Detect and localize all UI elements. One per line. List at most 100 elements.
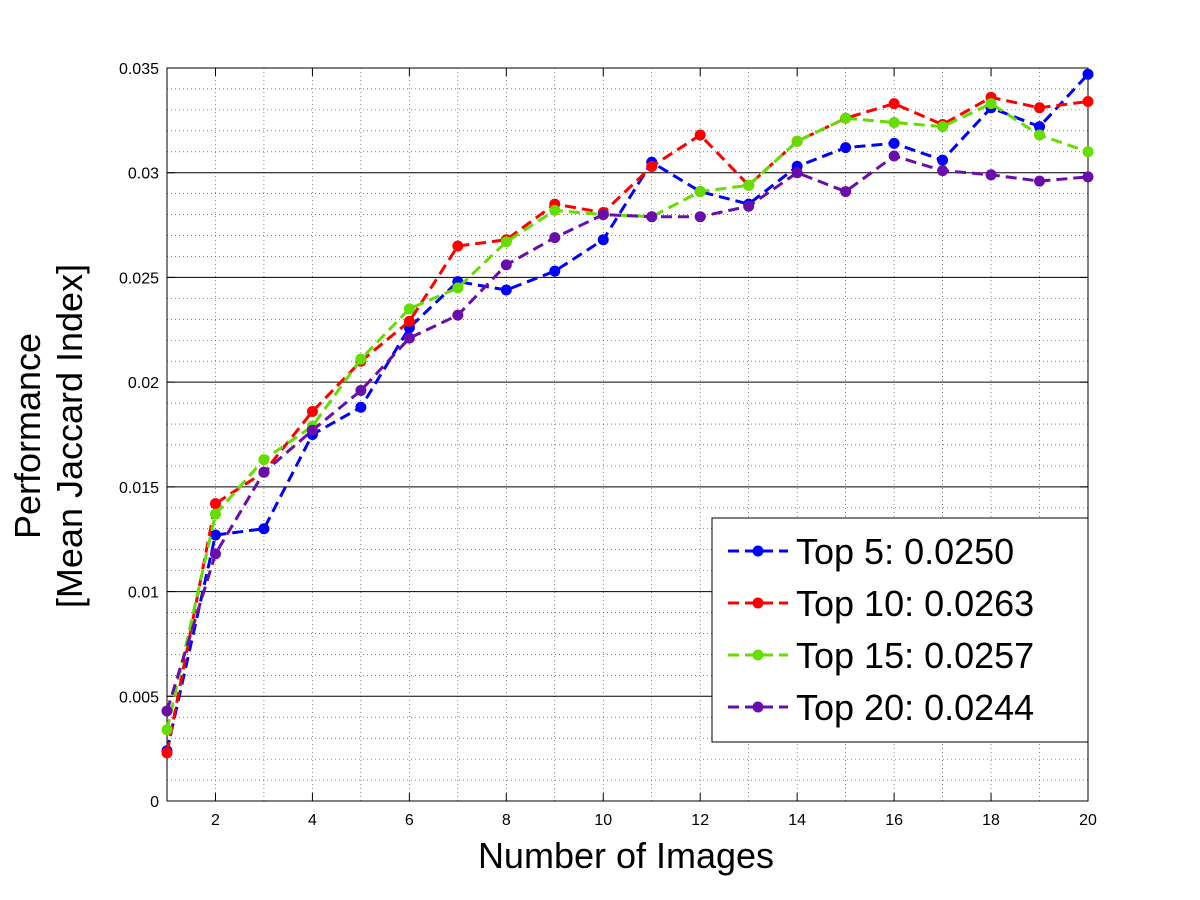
- data-point: [1034, 175, 1046, 187]
- data-point: [1082, 96, 1094, 108]
- data-point: [888, 137, 900, 149]
- data-point: [209, 529, 221, 541]
- data-point: [1082, 171, 1094, 183]
- data-point: [306, 405, 318, 417]
- legend: Top 5: 0.0250 Top 10: 0.0263 Top 15: 0.025…: [711, 517, 1089, 743]
- data-point: [888, 150, 900, 162]
- data-point: [888, 116, 900, 128]
- data-point: [985, 169, 997, 181]
- data-point: [403, 332, 415, 344]
- data-point: [452, 309, 464, 321]
- legend-item-2: Top 10: 0.0263: [728, 583, 1034, 624]
- data-point: [840, 112, 852, 124]
- x-tick-label: 14: [788, 812, 806, 829]
- x-tick-label: 2: [211, 812, 220, 829]
- data-point: [840, 142, 852, 154]
- legend-swatch-marker: [752, 701, 764, 713]
- plot-area: [166, 67, 1089, 802]
- data-point: [403, 303, 415, 315]
- data-point: [161, 705, 173, 717]
- y-tick-label: 0.02: [128, 375, 159, 392]
- legend-box: [711, 517, 1089, 743]
- legend-item-4: Top 20: 0.0244: [728, 687, 1034, 728]
- x-tick-label: 10: [594, 812, 612, 829]
- data-point: [743, 200, 755, 212]
- data-point: [209, 508, 221, 520]
- x-tick-label: 8: [502, 812, 511, 829]
- data-point: [646, 211, 658, 223]
- minor-grid: [167, 68, 1088, 801]
- legend-item-3: Top 15: 0.0257: [728, 635, 1034, 676]
- x-tick-label: 4: [308, 812, 317, 829]
- series-4: [161, 150, 1094, 717]
- data-point: [500, 236, 512, 248]
- data-point: [694, 186, 706, 198]
- data-point: [306, 424, 318, 436]
- data-point: [937, 154, 949, 166]
- data-point: [791, 167, 803, 179]
- data-point: [1082, 146, 1094, 158]
- legend-label: Top 20: 0.0244: [796, 687, 1034, 728]
- y-tick-label: 0.01: [128, 585, 159, 602]
- data-point: [161, 747, 173, 759]
- data-point: [888, 98, 900, 110]
- y-tick-label: 0.035: [119, 61, 159, 78]
- data-point: [694, 129, 706, 141]
- data-point: [500, 259, 512, 271]
- data-point: [937, 121, 949, 133]
- data-point: [355, 353, 367, 365]
- legend-swatch-marker: [752, 597, 764, 609]
- data-point: [646, 160, 658, 172]
- data-point: [258, 523, 270, 535]
- data-point: [549, 204, 561, 216]
- x-tick-labels: 2 4 6 8 10 12 14 16 18 20: [211, 812, 1097, 829]
- data-point: [452, 240, 464, 252]
- y-tick-label: 0.03: [128, 166, 159, 183]
- data-point: [161, 724, 173, 736]
- data-point: [258, 466, 270, 478]
- y-tick-label: 0.015: [119, 480, 159, 497]
- data-point: [1034, 129, 1046, 141]
- legend-swatch-marker: [752, 545, 764, 557]
- x-axis-title: Number of Images: [478, 835, 774, 876]
- series-line: [165, 95, 1089, 754]
- data-point: [549, 265, 561, 277]
- data-point: [840, 186, 852, 198]
- data-point: [937, 165, 949, 177]
- y-tick-label: 0.005: [119, 689, 159, 706]
- data-point: [355, 401, 367, 413]
- legend-label: Top 10: 0.0263: [796, 583, 1034, 624]
- y-tick-label: 0.025: [119, 270, 159, 287]
- x-tick-label: 12: [691, 812, 709, 829]
- series-line: [165, 154, 1089, 712]
- data-point: [743, 179, 755, 191]
- data-point: [209, 548, 221, 560]
- data-point: [1034, 102, 1046, 114]
- legend-label: Top 5: 0.0250: [796, 531, 1014, 572]
- y-axis-title-line1: Performance: [7, 333, 48, 539]
- data-point: [985, 98, 997, 110]
- x-tick-label: 6: [405, 812, 414, 829]
- legend-label: Top 15: 0.0257: [796, 635, 1034, 676]
- data-point: [1082, 68, 1094, 80]
- data-point: [258, 454, 270, 466]
- data-point: [209, 498, 221, 510]
- x-tick-label: 20: [1079, 812, 1097, 829]
- series-layer: [161, 68, 1094, 759]
- legend-item-1: Top 5: 0.0250: [728, 531, 1014, 572]
- data-point: [597, 234, 609, 246]
- data-point: [694, 211, 706, 223]
- legend-swatch-marker: [752, 649, 764, 661]
- data-point: [549, 232, 561, 244]
- data-point: [597, 209, 609, 221]
- x-tick-label: 18: [982, 812, 1000, 829]
- axis-ticks: [167, 67, 1089, 802]
- data-point: [403, 315, 415, 327]
- x-tick-label: 16: [885, 812, 903, 829]
- y-tick-label: 0: [150, 794, 159, 811]
- data-point: [500, 284, 512, 296]
- data-point: [791, 135, 803, 147]
- data-point: [355, 385, 367, 397]
